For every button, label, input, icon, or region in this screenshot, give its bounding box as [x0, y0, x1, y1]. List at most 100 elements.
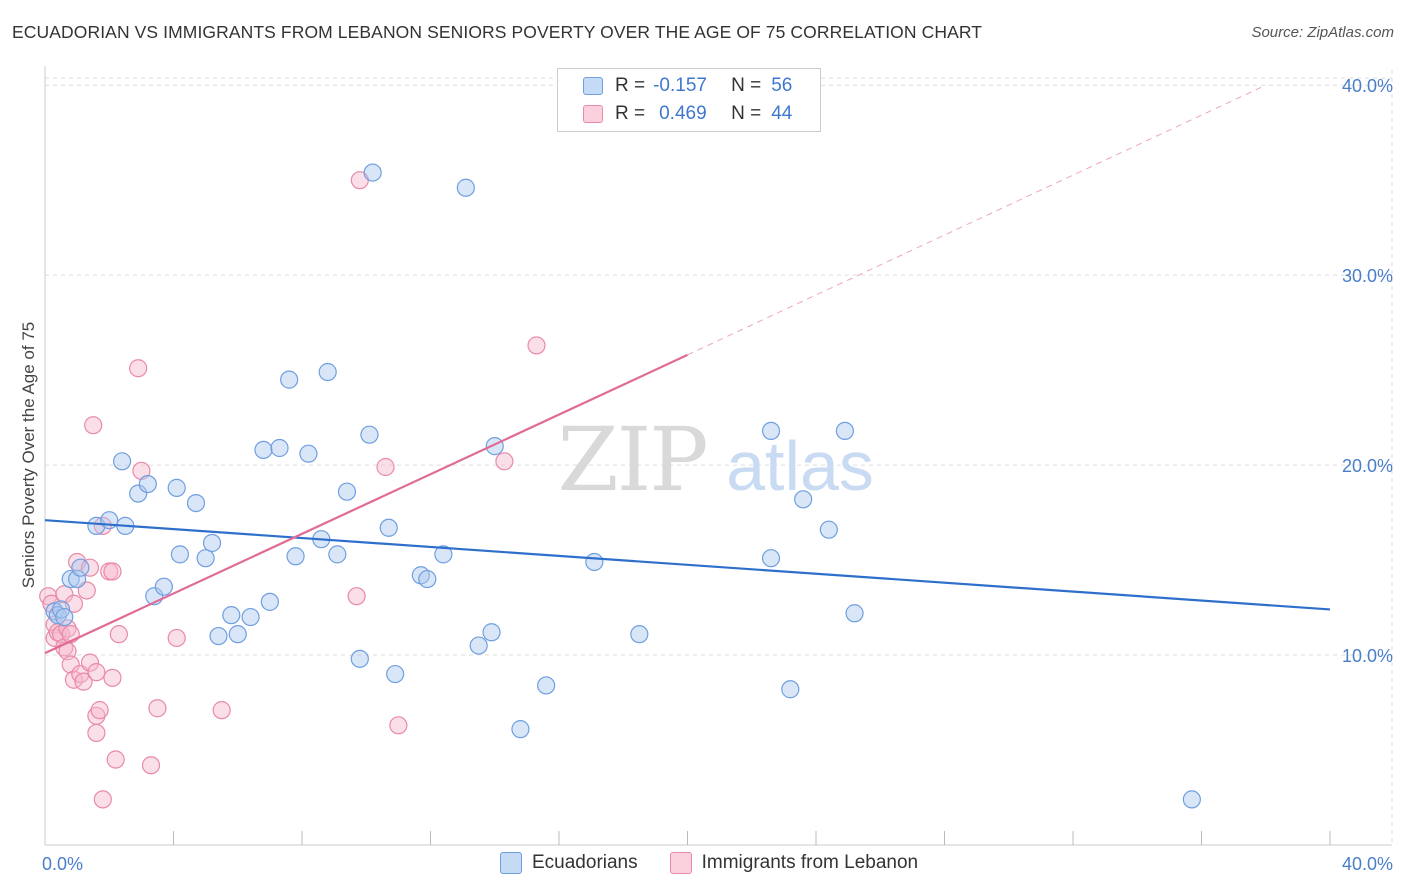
- blue-swatch: [583, 77, 603, 95]
- scatter-point: [495, 452, 514, 471]
- scatter-point: [84, 416, 103, 435]
- source-label: Source: ZipAtlas.com: [1251, 24, 1394, 41]
- trend-line: [44, 519, 1331, 611]
- scatter-point: [360, 425, 379, 444]
- scatter-point: [418, 569, 437, 589]
- chart-title: ECUADORIAN VS IMMIGRANTS FROM LEBANON SE…: [12, 22, 983, 42]
- r-value: 0.469: [659, 103, 707, 124]
- scatter-point: [109, 625, 128, 644]
- scatter-point: [93, 790, 112, 809]
- scatter-point: [80, 653, 100, 672]
- legend-row-lebanon: R = 0.469 N = 44: [558, 101, 792, 127]
- y-axis-label: Seniors Poverty Over the Age of 75: [19, 322, 38, 588]
- scatter-point: [186, 493, 206, 513]
- scatter-point: [386, 664, 405, 684]
- scatter-point: [286, 547, 305, 566]
- scatter-point: [112, 452, 132, 471]
- series-lebanon-points: [39, 171, 546, 809]
- legend-label: Ecuadorians: [532, 852, 638, 873]
- scatter-point: [260, 592, 279, 611]
- n-label: N =: [731, 103, 762, 124]
- scatter-point: [167, 478, 186, 497]
- scatter-point: [106, 750, 125, 769]
- scatter-point: [337, 482, 357, 501]
- scatter-point: [280, 370, 299, 389]
- scatter-point: [196, 549, 215, 568]
- r-label: R =: [615, 75, 646, 96]
- scatter-point: [270, 438, 289, 458]
- scatter-point: [55, 607, 74, 627]
- scatter-point: [61, 655, 80, 674]
- scatter-point: [819, 520, 838, 539]
- y-tick-label: 10.0%: [1342, 646, 1393, 666]
- scatter-point: [48, 606, 67, 625]
- y-tick-label: 20.0%: [1342, 456, 1393, 476]
- scatter-point: [202, 533, 222, 553]
- scatter-point: [379, 518, 398, 537]
- legend-label: Immigrants from Lebanon: [701, 852, 919, 873]
- scatter-point: [781, 680, 800, 699]
- scatter-point: [328, 545, 347, 564]
- scatter-point: [376, 457, 395, 477]
- legend-item-lebanon[interactable]: Immigrants from Lebanon: [669, 852, 919, 874]
- scatter-point: [103, 562, 122, 581]
- x-tick-label: 0.0%: [42, 854, 83, 874]
- scatter-point: [148, 699, 167, 718]
- scatter-point: [299, 444, 318, 463]
- scatter-point: [482, 623, 501, 642]
- scatter-point: [835, 421, 855, 441]
- scatter-point: [241, 607, 260, 627]
- pink-swatch: [583, 105, 603, 123]
- legend-item-ecuadorians[interactable]: Ecuadorians: [500, 852, 638, 874]
- y-tick-label: 30.0%: [1342, 266, 1393, 286]
- scatter-point: [68, 569, 87, 589]
- watermark: ZIP atlas: [557, 408, 874, 511]
- scatter-point: [129, 484, 148, 503]
- x-tick-label: 40.0%: [1342, 854, 1393, 874]
- scatter-point: [87, 663, 106, 682]
- scatter-point: [103, 668, 122, 687]
- scatter-point: [527, 336, 546, 355]
- scatter-point: [363, 163, 382, 182]
- scatter-point: [129, 359, 148, 378]
- tick-labels: 10.0% 20.0% 30.0% 40.0% 0.0% 40.0%: [42, 76, 1393, 874]
- r-label: R =: [615, 103, 646, 124]
- trend-line-extension: [687, 84, 1266, 356]
- series-legend: Ecuadorians Immigrants from Lebanon: [500, 852, 950, 874]
- scatter-point: [74, 672, 93, 691]
- trend-line: [44, 353, 688, 655]
- scatter-point: [318, 362, 337, 382]
- scatter-point: [55, 585, 74, 604]
- scatter-point: [1182, 790, 1201, 809]
- watermark-zip: ZIP: [557, 408, 706, 511]
- scatter-point: [222, 606, 241, 625]
- scatter-point: [170, 545, 190, 564]
- scatter-point: [537, 676, 556, 695]
- trend-lines: [44, 84, 1331, 655]
- scatter-point: [154, 577, 173, 596]
- scatter-point: [209, 626, 228, 646]
- axes: [44, 66, 1392, 846]
- n-value: 44: [771, 103, 793, 124]
- correlation-legend: R = -0.157 N = 56 R = 0.469 N = 44: [557, 68, 821, 132]
- scatter-point: [58, 619, 77, 638]
- y-tick-label: 40.0%: [1342, 76, 1393, 96]
- scatter-point: [845, 604, 864, 623]
- n-label: N =: [731, 75, 762, 96]
- scatter-point: [794, 490, 813, 509]
- scatter-point: [80, 558, 100, 577]
- scatter-point: [389, 716, 408, 735]
- scatter-point: [212, 701, 231, 720]
- scatter-point: [254, 440, 273, 460]
- scatter-point: [469, 636, 488, 655]
- scatter-point: [434, 545, 453, 564]
- r-value: -0.157: [653, 75, 707, 96]
- scatter-point: [350, 649, 369, 668]
- scatter-point: [347, 587, 366, 606]
- scatter-point: [138, 474, 157, 494]
- grid-lines: [45, 70, 1393, 845]
- scatter-point: [87, 723, 106, 743]
- scatter-point: [761, 549, 781, 568]
- scatter-point: [167, 628, 186, 648]
